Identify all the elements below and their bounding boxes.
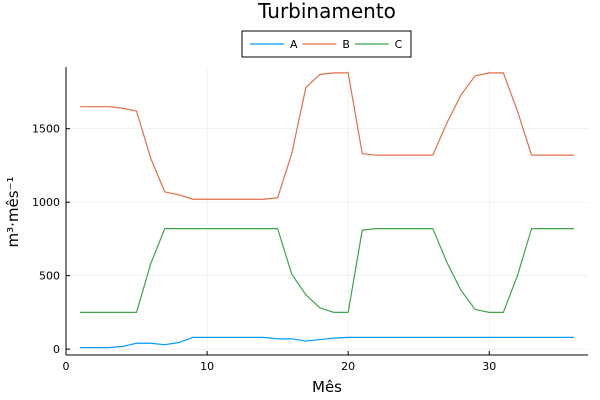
legend-label-c: C: [395, 38, 403, 51]
x-tick-label: 30: [482, 360, 496, 373]
series-line-b: [80, 72, 574, 200]
legend-label-a: A: [290, 38, 298, 51]
grid: [65, 67, 588, 355]
series-lines: [80, 72, 574, 349]
y-axis-label: m³·mês⁻¹: [4, 177, 22, 248]
y-tick-label: 500: [39, 270, 60, 283]
x-tick-label: 0: [63, 360, 70, 373]
legend-label-b: B: [342, 38, 350, 51]
series-line-c: [80, 228, 574, 313]
y-tick-label: 1500: [32, 123, 60, 136]
axes: [65, 67, 588, 356]
series-line-a: [80, 336, 574, 349]
y-tick-label: 1000: [32, 196, 60, 209]
legend: A B C: [241, 30, 412, 58]
x-tick-labels: 0 10 20 30: [63, 360, 497, 373]
y-tick-label: 0: [53, 343, 60, 356]
chart-title: Turbinamento: [257, 0, 396, 23]
y-tick-labels: 0 500 1000 1500: [32, 123, 60, 356]
x-axis-label: Mês: [312, 378, 342, 396]
x-tick-label: 10: [200, 360, 214, 373]
x-tick-label: 20: [341, 360, 355, 373]
